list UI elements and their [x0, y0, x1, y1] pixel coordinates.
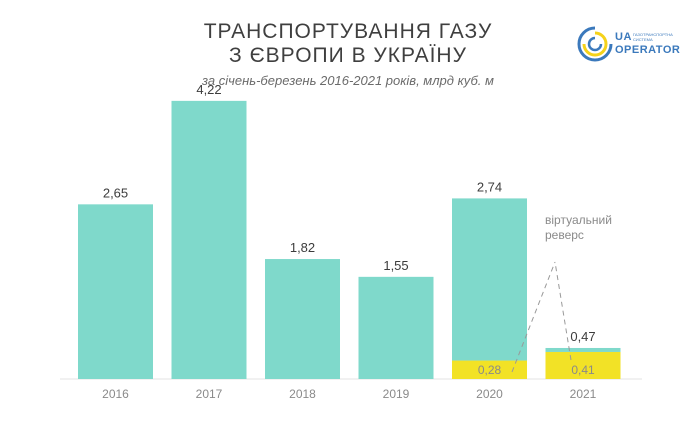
chart-title: ТРАНСПОРТУВАННЯ ГАЗУ З ЄВРОПИ В УКРАЇНУ: [0, 20, 696, 68]
bar-2017: [171, 100, 247, 379]
virtual-label-2021: 0,41: [571, 363, 595, 377]
ua-operator-logo: UA ГАЗОТРАНСПОРТНА СИСТЕМА OPERATOR: [575, 22, 685, 67]
value-label-2019: 1,55: [383, 258, 408, 273]
title-line-2: З ЄВРОПИ В УКРАЇНУ: [229, 44, 467, 67]
bar-virtual-2021: [545, 351, 621, 379]
x-tick-2017: 2017: [196, 387, 223, 401]
annotation-line-2021: [554, 261, 572, 361]
annotation-line-2: реверс: [545, 228, 584, 242]
title-line-1: ТРАНСПОРТУВАННЯ ГАЗУ: [203, 20, 493, 43]
value-label-2021: 0,47: [570, 329, 595, 344]
bar-2020: [452, 198, 527, 361]
logo-text-operator: OPERATOR: [615, 44, 681, 56]
bar-2021: [545, 347, 621, 352]
annotation-line-2020: [511, 261, 556, 373]
x-tick-2018: 2018: [289, 387, 316, 401]
value-label-2018: 1,82: [290, 240, 315, 255]
logo-ring-icon: [577, 26, 613, 62]
value-label-2016: 2,65: [103, 185, 128, 200]
virtual-label-2020: 0,28: [478, 363, 502, 377]
value-label-2020: 2,74: [477, 179, 502, 194]
x-tick-2019: 2019: [383, 387, 410, 401]
bar-2016: [78, 204, 153, 379]
x-tick-2016: 2016: [102, 387, 129, 401]
bar-virtual-2020: [452, 360, 527, 379]
logo-text-ua: UA: [615, 31, 632, 43]
bar-2019: [358, 276, 434, 379]
chart-subtitle: за січень-березень 2016-2021 років, млрд…: [202, 73, 494, 88]
logo-text-small: ГАЗОТРАНСПОРТНА СИСТЕМА: [633, 32, 673, 42]
x-tick-2020: 2020: [476, 387, 503, 401]
annotation-line-1: віртуальний: [545, 213, 612, 227]
bar-2018: [265, 259, 340, 379]
value-label-2017: 4,22: [196, 82, 221, 97]
x-tick-2021: 2021: [570, 387, 597, 401]
